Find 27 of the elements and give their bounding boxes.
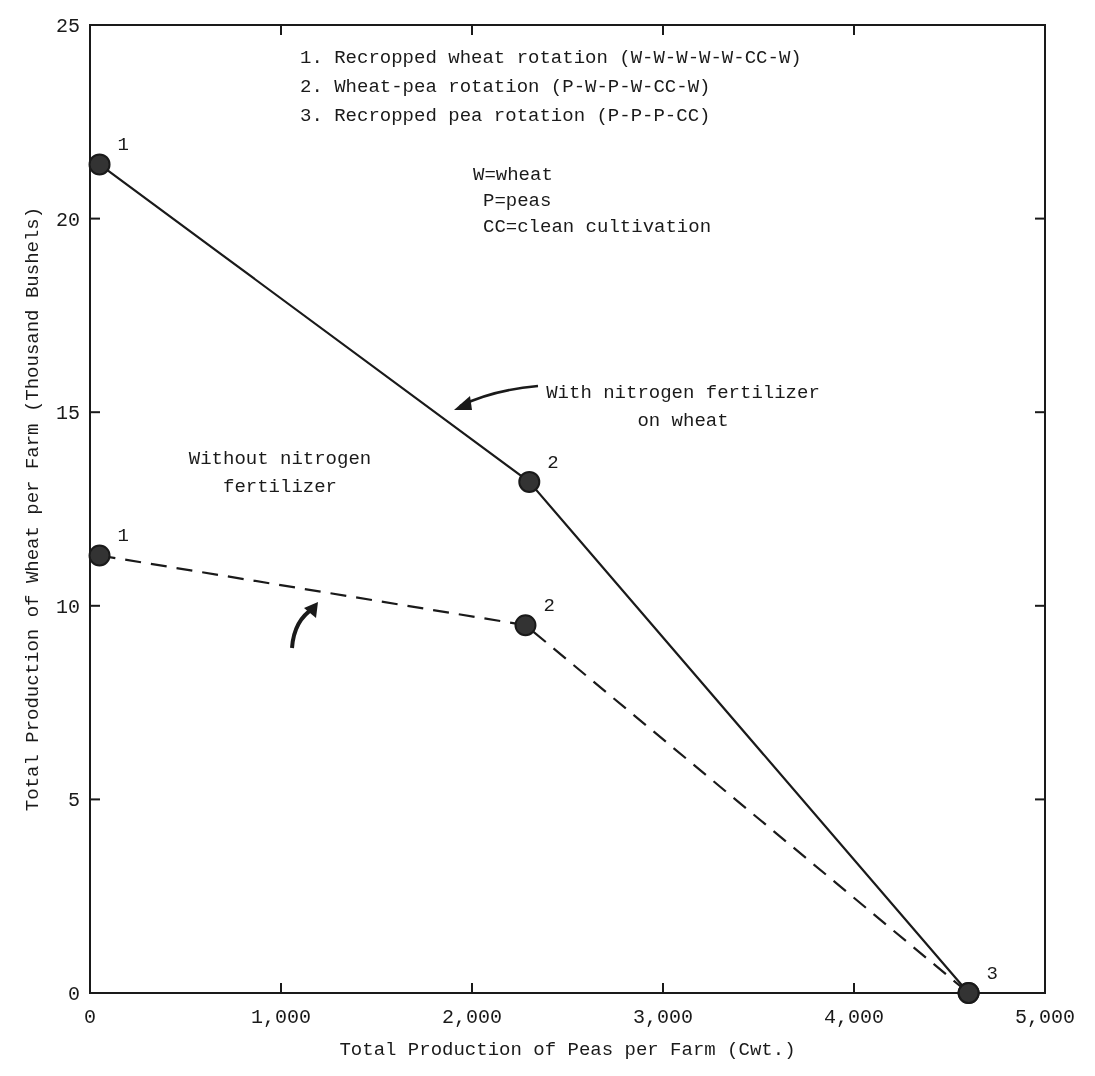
annotation: CC=clean cultivation <box>483 216 712 238</box>
x-tick-label: 0 <box>83 1006 97 1029</box>
annotation: 1 <box>117 525 129 548</box>
y-tick-label: 0 <box>67 983 80 1006</box>
y-axis-title: Total Production of Wheat per Farm (Thousand Bushels) <box>22 206 44 812</box>
annotation: 3 <box>986 963 999 985</box>
annotation: Without nitrogen fertilizer <box>188 448 372 498</box>
y-tick-label: 5 <box>67 789 80 813</box>
annotation: 1. Recropped wheat rotation (W-W-W-W-W-CC-W) <box>300 47 802 69</box>
x-tick-label: 4,000 <box>823 1006 885 1029</box>
x-axis-title: Total Production of Peas per Farm (Cwt.) <box>339 1039 796 1061</box>
x-tick-label: 5,000 <box>1014 1006 1076 1029</box>
x-tick-label: 2,000 <box>441 1006 503 1029</box>
annotation: 3. Recropped pea rotation (P-P-P-CC) <box>300 105 711 127</box>
x-tick-label: 1,000 <box>250 1006 312 1029</box>
y-tick-label: 20 <box>55 208 80 232</box>
y-tick-label: 15 <box>55 402 80 426</box>
annotation: 1 <box>117 134 129 157</box>
y-tick-label: 25 <box>55 15 80 38</box>
annotation: 2. Wheat-pea rotation (P-W-P-W-CC-W) <box>300 76 711 98</box>
annotation: P=peas <box>483 190 552 212</box>
annotation: 2 <box>543 595 555 618</box>
annotation: With nitrogen fertilizer on wheat <box>546 382 820 432</box>
x-tick-label: 3,000 <box>632 1006 694 1029</box>
y-tick-label: 10 <box>55 595 80 619</box>
annotation: 2 <box>547 451 559 474</box>
annotation: W=wheat <box>473 164 553 186</box>
